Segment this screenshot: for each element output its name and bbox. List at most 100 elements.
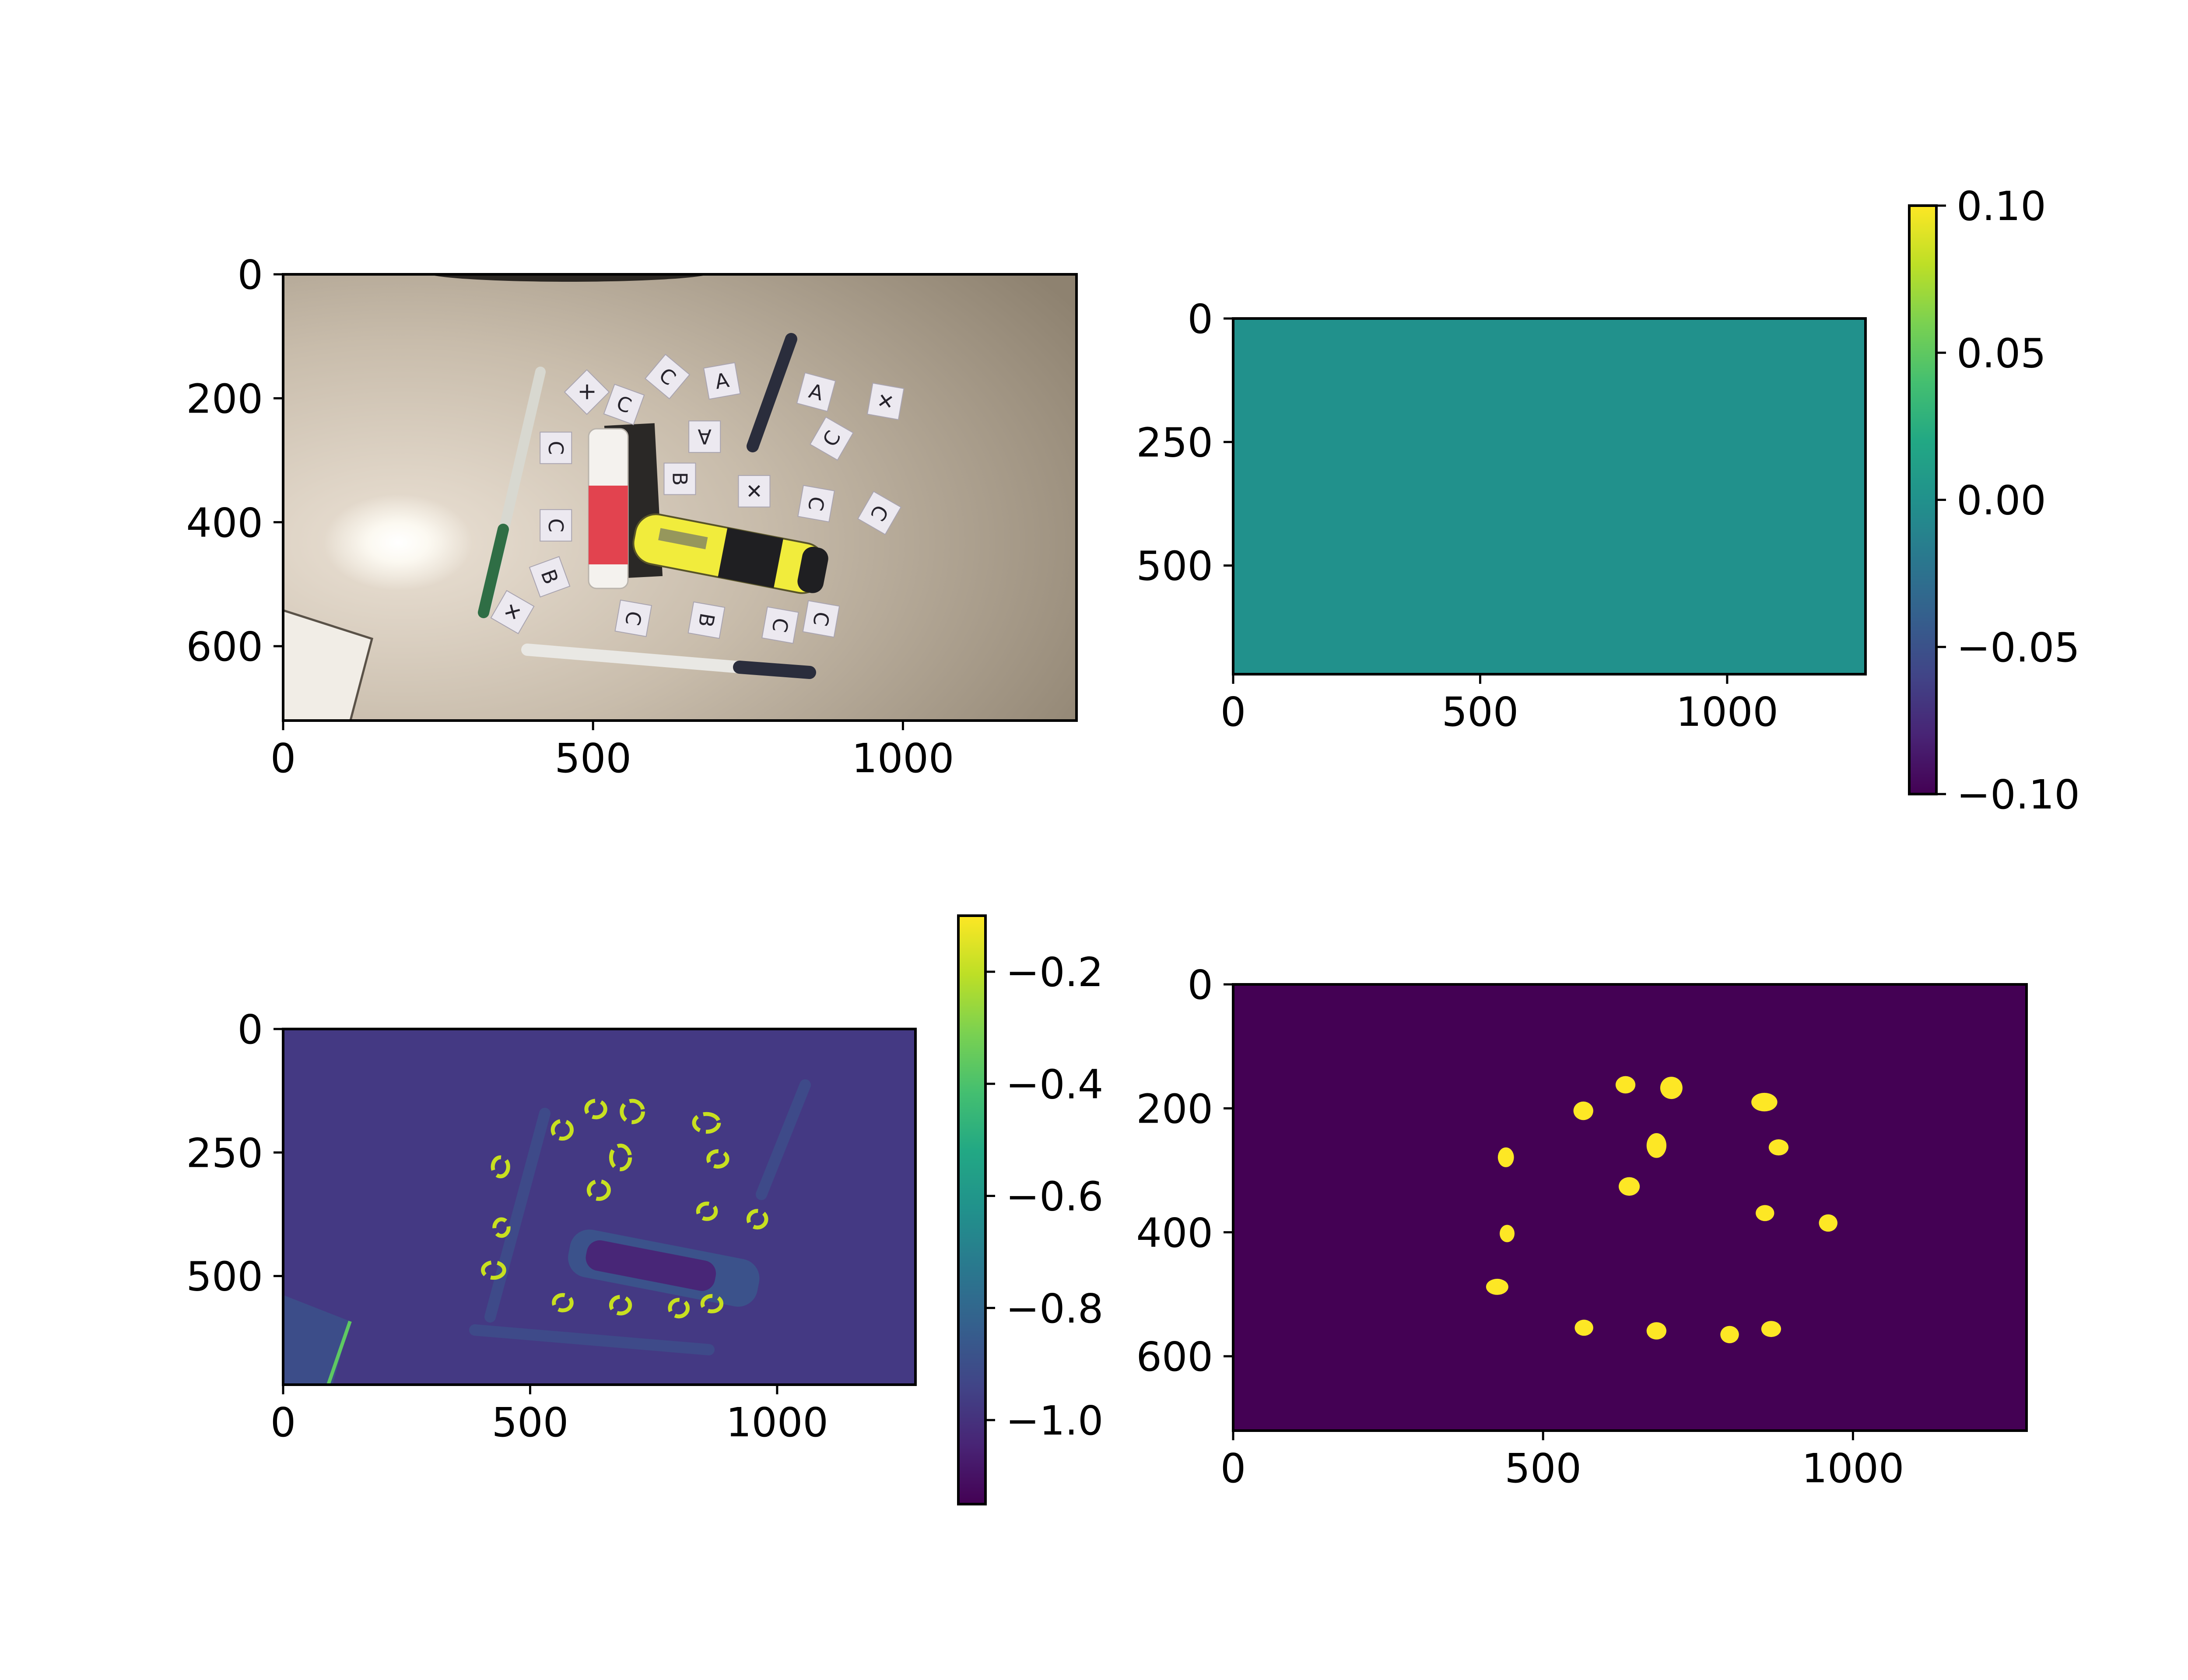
response-notebook-edge (326, 1320, 352, 1385)
mask-blob (1615, 1076, 1636, 1094)
y-tick-label: 200 (1136, 1085, 1213, 1132)
paper-letter: C (761, 606, 799, 644)
mask-blob (1660, 1077, 1683, 1099)
y-tick-label: 0 (1187, 962, 1213, 1008)
paper-square (761, 606, 799, 644)
response-marker (552, 1293, 574, 1312)
paper-letter: ✕ (738, 475, 771, 508)
colorbar-uniform-ticks: 0.10 0.05 0.00 −0.05 −0.10 (1936, 183, 2080, 818)
paper-square (796, 372, 836, 412)
colorbar-tick-label: −0.10 (1957, 771, 2080, 818)
colorbar-response-ticks: −0.2 −0.4 −0.6 −0.8 −1.0 (985, 949, 1103, 1444)
y-tick-label: 250 (1136, 419, 1213, 466)
uniform-frame (1232, 317, 1867, 676)
x-tick-label: 500 (554, 735, 631, 782)
paper-letter: ✕ (866, 382, 905, 420)
response-pen-bottom (469, 1324, 715, 1355)
photo-glare (324, 494, 473, 591)
response-marker (620, 1099, 645, 1124)
x-tick-label: 1000 (1676, 689, 1778, 735)
response-marker (706, 1149, 729, 1169)
panel-response: 0 500 1000 0 250 500 −0.2 −0.4 −0.6 −0.8 −1.0 (186, 914, 1103, 1505)
paper-square (603, 384, 645, 425)
paper-square (564, 369, 610, 415)
colorbar-tick-label: 0.05 (1957, 330, 2046, 377)
colorbar-tick-label: −0.05 (1957, 624, 2080, 671)
x-tick-label: 0 (270, 735, 296, 782)
uniform-axis-ticks: 0 500 1000 0 250 500 (1136, 296, 1778, 735)
mask-frame (1232, 983, 2028, 1432)
paper-letter: C (540, 431, 572, 464)
x-tick-label: 1000 (726, 1399, 828, 1446)
x-tick-label: 0 (270, 1399, 296, 1446)
paper-letter: C (857, 490, 902, 535)
paper-letter: B (687, 601, 726, 639)
response-marker (491, 1155, 510, 1179)
mask-blob (1751, 1092, 1778, 1112)
response-pen-green (484, 1108, 551, 1323)
y-tick-label: 0 (237, 1006, 263, 1053)
paper-letter: B (663, 462, 696, 495)
notebook (283, 609, 374, 721)
x-tick-label: 1000 (1802, 1445, 1904, 1492)
paper-square (688, 420, 721, 453)
mask-blob (1497, 1147, 1514, 1167)
colorbar-tick-label: −0.2 (1006, 949, 1103, 996)
paper-square (614, 599, 652, 637)
paper-letter: C (614, 599, 652, 637)
paper-letter: ✕ (564, 369, 610, 415)
mask-blobs (1486, 1076, 1837, 1344)
response-marker (586, 1179, 611, 1201)
photo-frame (282, 273, 1078, 722)
paper-letter: A (796, 372, 836, 412)
paper-square (797, 485, 835, 523)
response-marker (492, 1217, 511, 1238)
mask-blob (1819, 1214, 1837, 1232)
response-marker (609, 1143, 632, 1172)
response-marker (700, 1294, 724, 1313)
paper-square (687, 601, 726, 639)
colorbar-tick-label: −1.0 (1006, 1397, 1103, 1444)
mask-background (1233, 984, 2027, 1431)
x-tick-label: 1000 (852, 735, 954, 782)
paper-letter-glyph: A (698, 425, 712, 448)
response-markers (481, 1099, 768, 1319)
panel-mask: 0 500 1000 0 200 400 600 (1136, 962, 2028, 1492)
pen-top (747, 333, 797, 452)
paper-letter: C (802, 600, 840, 638)
y-tick-label: 0 (237, 252, 263, 298)
response-marker (584, 1099, 607, 1120)
mask-blob (1646, 1322, 1667, 1340)
paper-letter-glyph: C (544, 441, 568, 455)
paper-square (645, 354, 691, 399)
paper-letter: A (688, 420, 721, 453)
paper-letter-glyph: B (668, 472, 692, 486)
paper-square (857, 490, 902, 535)
mask-blob (1646, 1133, 1667, 1158)
response-marker (609, 1295, 632, 1316)
colorbar-tick-label: −0.6 (1006, 1173, 1103, 1220)
paper-letters: ✕ CC A A ✕C A CB✕C CCB✕ C B C C (490, 354, 905, 644)
y-tick-label: 400 (186, 500, 263, 546)
photo-axis-ticks: 0 500 1000 0 200 400 600 (186, 252, 954, 782)
y-tick-label: 250 (186, 1130, 263, 1176)
response-pen-top (756, 1079, 811, 1200)
colorbar-uniform (1908, 204, 1938, 795)
panel-uniform: 0 500 1000 0 250 500 0.10 0.05 0.00 −0.05 −0.10 (1136, 183, 2080, 818)
pen-bottom (521, 644, 816, 679)
paper-letter-glyph: C (544, 518, 568, 532)
paper-square (738, 475, 771, 508)
paper-square (809, 416, 854, 461)
paper-letter: ✕ (490, 590, 535, 634)
x-tick-label: 0 (1220, 1445, 1246, 1492)
mask-axis-ticks: 0 500 1000 0 200 400 600 (1136, 962, 1904, 1492)
paper-square (703, 362, 741, 400)
response-notebook (283, 1295, 350, 1385)
mask-blob (1768, 1139, 1789, 1155)
paper-square (540, 509, 572, 542)
y-tick-label: 0 (1187, 296, 1213, 343)
x-tick-label: 500 (492, 1399, 569, 1446)
response-marker (668, 1298, 690, 1319)
mask-blob (1756, 1205, 1774, 1222)
highlighter (632, 513, 828, 594)
